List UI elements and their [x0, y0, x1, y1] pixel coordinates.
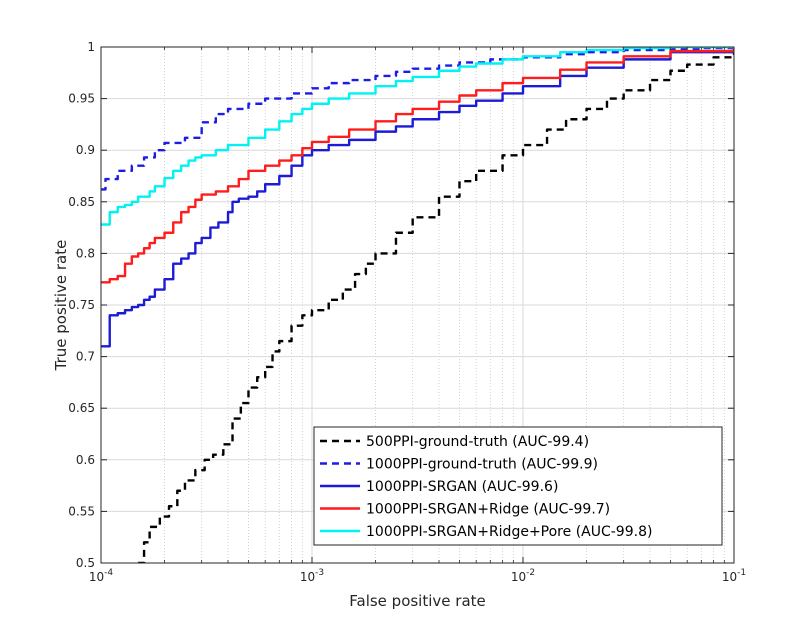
y-tick-label: 0.85	[68, 195, 95, 209]
y-tick-label: 0.75	[68, 298, 95, 312]
y-tick-label: 0.9	[76, 143, 95, 157]
y-tick-label: 0.95	[68, 92, 95, 106]
legend-entry-5: 1000PPI-SRGAN+Ridge+Pore (AUC-99.8)	[366, 524, 652, 540]
tick-marks	[100, 46, 735, 564]
series-line-1	[138, 52, 734, 563]
legend-box	[313, 426, 723, 546]
legend-entry-3: 1000PPI-SRGAN (AUC-99.6)	[366, 479, 558, 495]
series-layer	[101, 47, 734, 563]
x-tick-labels: 10-4 10-3 10-2 10-1	[89, 568, 746, 584]
y-tick-label: 0.55	[68, 504, 95, 518]
y-tick-label: 1	[87, 40, 95, 54]
y-tick-label: 0.7	[76, 350, 95, 364]
series-line-3	[101, 47, 734, 348]
series-line-2	[101, 47, 734, 191]
x-tick-label: 10-2	[511, 568, 535, 584]
y-tick-label: 0.65	[68, 401, 95, 415]
y-tick-labels: 0.5 0.55 0.6 0.65 0.7 0.75 0.8 0.85 0.9 0.95 1	[68, 40, 95, 570]
legend-entry-4: 1000PPI-SRGAN+Ridge (AUC-99.7)	[366, 502, 610, 518]
series-line-5	[101, 47, 734, 226]
y-tick-label: 0.6	[76, 453, 95, 467]
x-axis-label: False positive rate	[349, 592, 486, 610]
x-tick-label: 10-1	[722, 568, 746, 584]
series-line-4	[101, 47, 734, 284]
y-axis-label: True positive rate	[52, 240, 70, 372]
legend: 500PPI-ground-truth (AUC-99.4) 1000PPI-gr…	[313, 426, 723, 546]
x-tick-label: 10-4	[89, 568, 114, 584]
legend-entry-2: 1000PPI-ground-truth (AUC-99.9)	[366, 457, 598, 473]
x-tick-label: 10-3	[300, 568, 324, 584]
y-tick-label: 0.5	[76, 556, 95, 570]
legend-entry-1: 500PPI-ground-truth (AUC-99.4)	[366, 434, 589, 450]
y-tick-label: 0.8	[76, 246, 95, 260]
